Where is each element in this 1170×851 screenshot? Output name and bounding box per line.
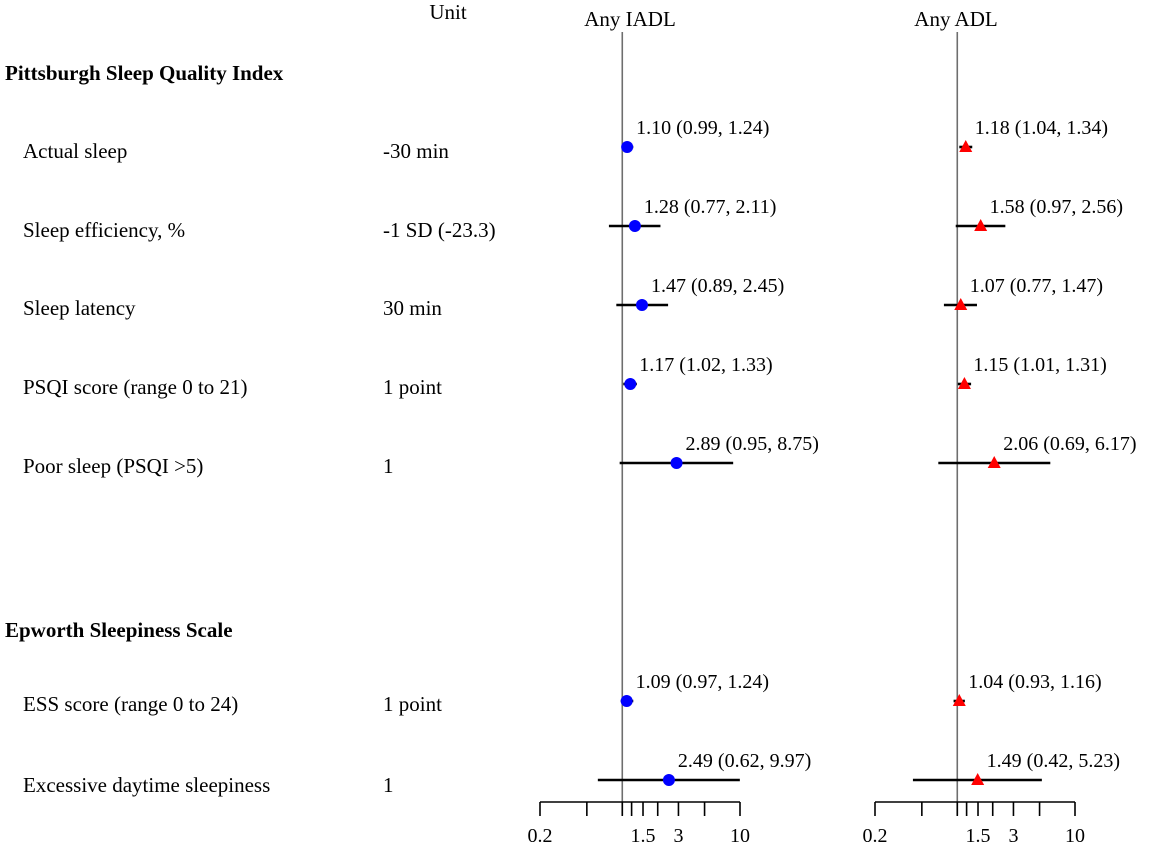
- section-title-psqi: Pittsburgh Sleep Quality Index: [5, 61, 284, 85]
- adl-panel-header: Any ADL: [914, 7, 997, 31]
- adl-estimate-label: 1.07 (0.77, 1.47): [970, 275, 1103, 297]
- iadl-estimate-label: 1.09 (0.97, 1.24): [636, 671, 769, 693]
- plot-layer: 0.2 1.5 3 10 1.10 (0.99, 1.24) 1.28 (0.77, 2.…: [528, 32, 1137, 847]
- iadl-estimate-label: 1.10 (0.99, 1.24): [636, 117, 769, 139]
- row-unit: 1: [383, 454, 394, 478]
- row-label: PSQI score (range 0 to 21): [23, 375, 248, 399]
- adl-estimate-label: 1.04 (0.93, 1.16): [968, 671, 1101, 693]
- adl-point-marker: [974, 219, 988, 231]
- adl-x-tick-label: 3: [1008, 825, 1018, 847]
- iadl-point-marker: [620, 695, 633, 707]
- adl-point-marker: [987, 456, 1001, 468]
- iadl-point-marker: [662, 774, 675, 786]
- adl-point-marker: [971, 773, 985, 785]
- row-label: Actual sleep: [23, 139, 127, 163]
- iadl-x-tick-label: 3: [673, 825, 683, 847]
- adl-point-marker: [957, 377, 971, 389]
- row-label: Poor sleep (PSQI >5): [23, 454, 203, 478]
- adl-estimate-label: 1.49 (0.42, 5.23): [987, 750, 1120, 772]
- iadl-estimate-label: 2.89 (0.95, 8.75): [686, 433, 819, 455]
- adl-x-tick-label: 1.5: [966, 825, 991, 847]
- row-unit: -30 min: [383, 139, 449, 163]
- row-label: Sleep latency: [23, 296, 136, 320]
- row-unit: 1 point: [383, 375, 442, 399]
- row-label: Sleep efficiency, %: [23, 218, 185, 242]
- unit-column-header: Unit: [429, 0, 467, 24]
- iadl-point-marker: [628, 220, 641, 232]
- row-unit: -1 SD (-23.3): [383, 218, 496, 242]
- adl-point-marker: [954, 298, 968, 310]
- iadl-estimate-label: 1.17 (1.02, 1.33): [639, 354, 772, 376]
- iadl-x-tick-label: 1.5: [631, 825, 656, 847]
- row-label: Excessive daytime sleepiness: [23, 773, 270, 797]
- adl-point-marker: [952, 694, 966, 706]
- iadl-x-tick-label: 0.2: [528, 825, 553, 847]
- adl-point-marker: [959, 140, 973, 152]
- iadl-point-marker: [624, 378, 637, 390]
- adl-estimate-label: 2.06 (0.69, 6.17): [1003, 433, 1136, 455]
- adl-x-tick-label: 0.2: [863, 825, 888, 847]
- iadl-point-marker: [621, 141, 634, 153]
- adl-x-tick-label: 10: [1065, 825, 1085, 847]
- iadl-estimate-label: 1.47 (0.89, 2.45): [651, 275, 784, 297]
- adl-estimate-label: 1.15 (1.01, 1.31): [973, 354, 1106, 376]
- section-title-ess: Epworth Sleepiness Scale: [5, 618, 233, 642]
- adl-estimate-label: 1.18 (1.04, 1.34): [975, 117, 1108, 139]
- row-label: ESS score (range 0 to 24): [23, 692, 238, 716]
- iadl-x-tick-label: 10: [730, 825, 750, 847]
- iadl-point-marker: [670, 457, 683, 469]
- iadl-panel-header: Any IADL: [584, 7, 676, 31]
- adl-estimate-label: 1.58 (0.97, 2.56): [990, 196, 1123, 218]
- iadl-estimate-label: 2.49 (0.62, 9.97): [678, 750, 811, 772]
- iadl-estimate-label: 1.28 (0.77, 2.11): [644, 196, 777, 218]
- iadl-point-marker: [635, 299, 648, 311]
- row-unit: 1 point: [383, 692, 442, 716]
- row-unit: 30 min: [383, 296, 442, 320]
- row-unit: 1: [383, 773, 394, 797]
